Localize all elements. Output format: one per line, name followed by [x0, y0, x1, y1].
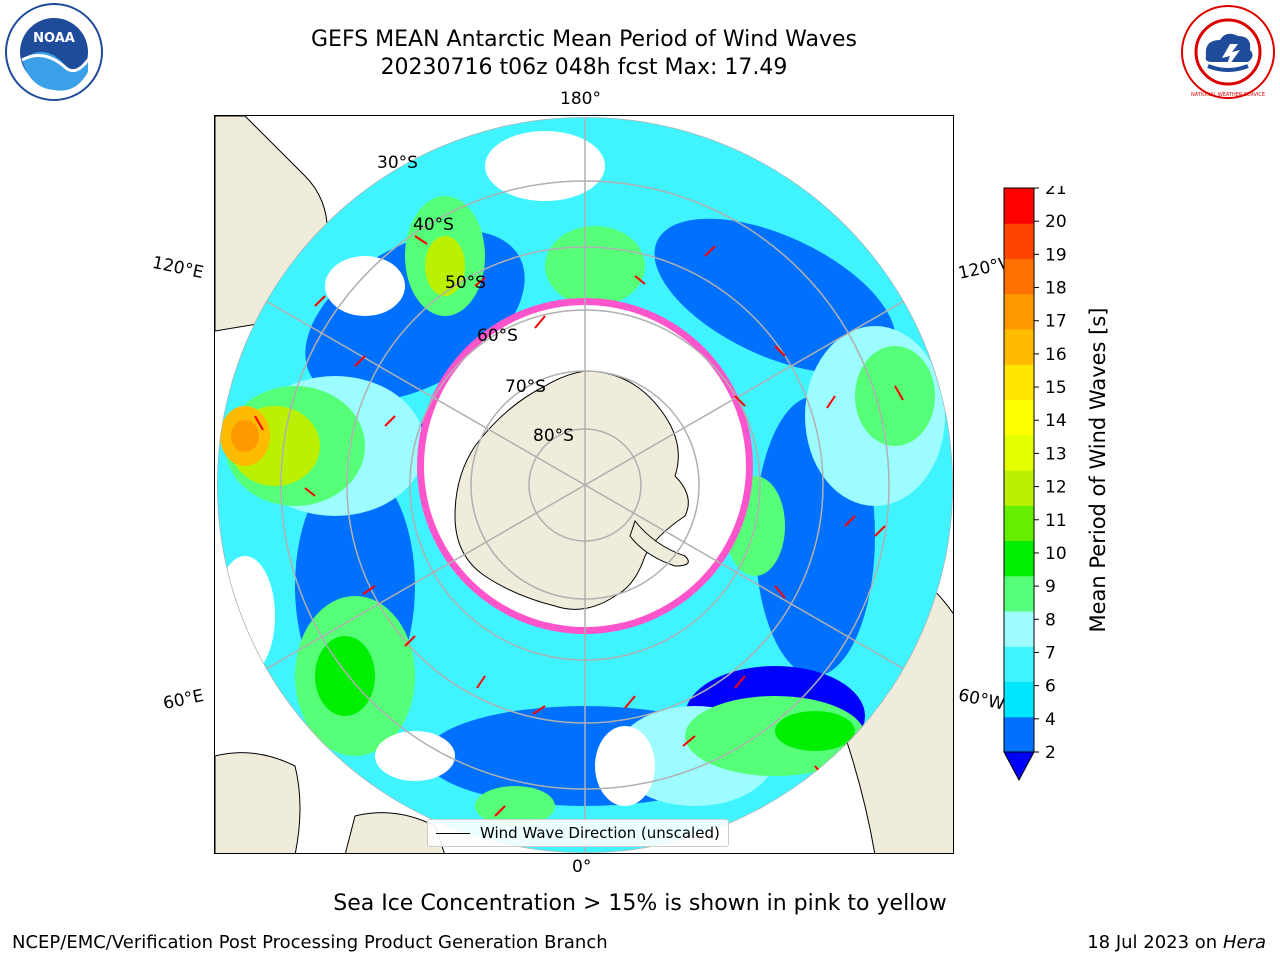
colorbar-extend-min [1003, 751, 1035, 782]
chart-title: GEFS MEAN Antarctic Mean Period of Wind … [311, 27, 857, 52]
colorbar-bin [1004, 188, 1034, 224]
lon-label-60e: 60°E [161, 685, 206, 715]
lat-label-70s: 70°S [505, 377, 546, 397]
map-panel: 30°S 40°S 50°S 60°S 70°S 80°S [214, 115, 954, 854]
lat-label-60s: 60°S [477, 326, 518, 346]
run-date-text: 18 Jul 2023 on [1087, 932, 1223, 953]
colorbar-tick-label: 21 [1045, 186, 1067, 199]
longitude-grid [265, 117, 905, 853]
lat-label-30s: 30°S [377, 153, 418, 173]
lat-label-50s: 50°S [445, 273, 486, 293]
legend-line-icon [436, 832, 470, 834]
lon-label-60w: 60°W [956, 685, 1007, 715]
colorbar-bin [1004, 505, 1034, 541]
colorbar-bin [1004, 470, 1034, 506]
colorbar-label: Mean Period of Wind Waves [s] [1086, 307, 1110, 633]
colorbar-bin [1004, 646, 1034, 682]
colorbar-tick-label: 10 [1045, 544, 1067, 564]
map-legend: Wind Wave Direction (unscaled) [427, 819, 729, 847]
lon-label-0: 0° [572, 857, 592, 877]
colorbar-tick-label: 4 [1045, 710, 1056, 730]
nws-logo-text: NATIONAL WEATHER SERVICE [1191, 92, 1265, 98]
colorbar-tick-label: 15 [1045, 378, 1067, 398]
wind-wave-arrows [254, 235, 904, 817]
colorbar-tick-label: 16 [1045, 345, 1067, 365]
colorbar-bin [1004, 611, 1034, 647]
colorbar-tick-label: 11 [1045, 511, 1067, 531]
colorbar-tick-label: 13 [1045, 444, 1067, 464]
polar-map: 30°S 40°S 50°S 60°S 70°S 80°S [215, 116, 953, 853]
colorbar-tick-label: 7 [1045, 643, 1056, 663]
colorbar-tick-label: 19 [1045, 245, 1067, 265]
lon-label-180: 180° [560, 89, 601, 109]
noaa-logo-icon: NOAA [5, 3, 103, 101]
sea-ice-note: Sea Ice Concentration > 15% is shown in … [333, 891, 947, 916]
lat-label-40s: 40°S [413, 215, 454, 235]
colorbar-bin [1004, 716, 1034, 753]
colorbar-bin [1004, 364, 1034, 400]
colorbar-tick-label: 12 [1045, 478, 1067, 498]
noaa-logo-text: NOAA [33, 31, 75, 46]
colorbar-bin [1004, 258, 1034, 295]
colorbar-tick-label: 9 [1045, 577, 1056, 597]
colorbar-tick-label: 2 [1045, 743, 1056, 763]
colorbar: 2 4 6 7 8 9 10 11 12 13 14 15 16 17 18 19 20 21 [1003, 186, 1067, 782]
nws-logo-icon: NATIONAL WEATHER SERVICE [1181, 5, 1275, 99]
colorbar-bin [1004, 293, 1034, 330]
colorbar-bin [1004, 681, 1034, 718]
legend-label: Wind Wave Direction (unscaled) [480, 824, 720, 842]
colorbar-tick-label: 14 [1045, 411, 1067, 431]
producer-credit: NCEP/EMC/Verification Post Processing Pr… [12, 932, 608, 953]
colorbar-tick-label: 8 [1045, 610, 1056, 630]
lon-label-120e: 120°E [150, 252, 206, 284]
lat-label-80s: 80°S [533, 426, 574, 446]
colorbar-tick-label: 6 [1045, 677, 1056, 697]
colorbar-tick-label: 18 [1045, 279, 1067, 299]
colorbar-outline [1003, 187, 1035, 753]
colorbar-bin [1004, 540, 1034, 577]
colorbar-bin [1004, 329, 1034, 365]
colorbar-bin [1004, 399, 1034, 436]
colorbar-bin [1004, 223, 1034, 259]
run-date: 18 Jul 2023 on Hera [1087, 932, 1266, 953]
colorbar-bin [1004, 575, 1034, 612]
colorbar-tick-label: 17 [1045, 312, 1067, 332]
machine-name: Hera [1222, 932, 1266, 953]
colorbar-bin [1004, 434, 1034, 471]
colorbar-tick-label: 20 [1045, 212, 1067, 232]
forecast-info: 20230716 t06z 048h fcst Max: 17.49 [380, 55, 788, 80]
